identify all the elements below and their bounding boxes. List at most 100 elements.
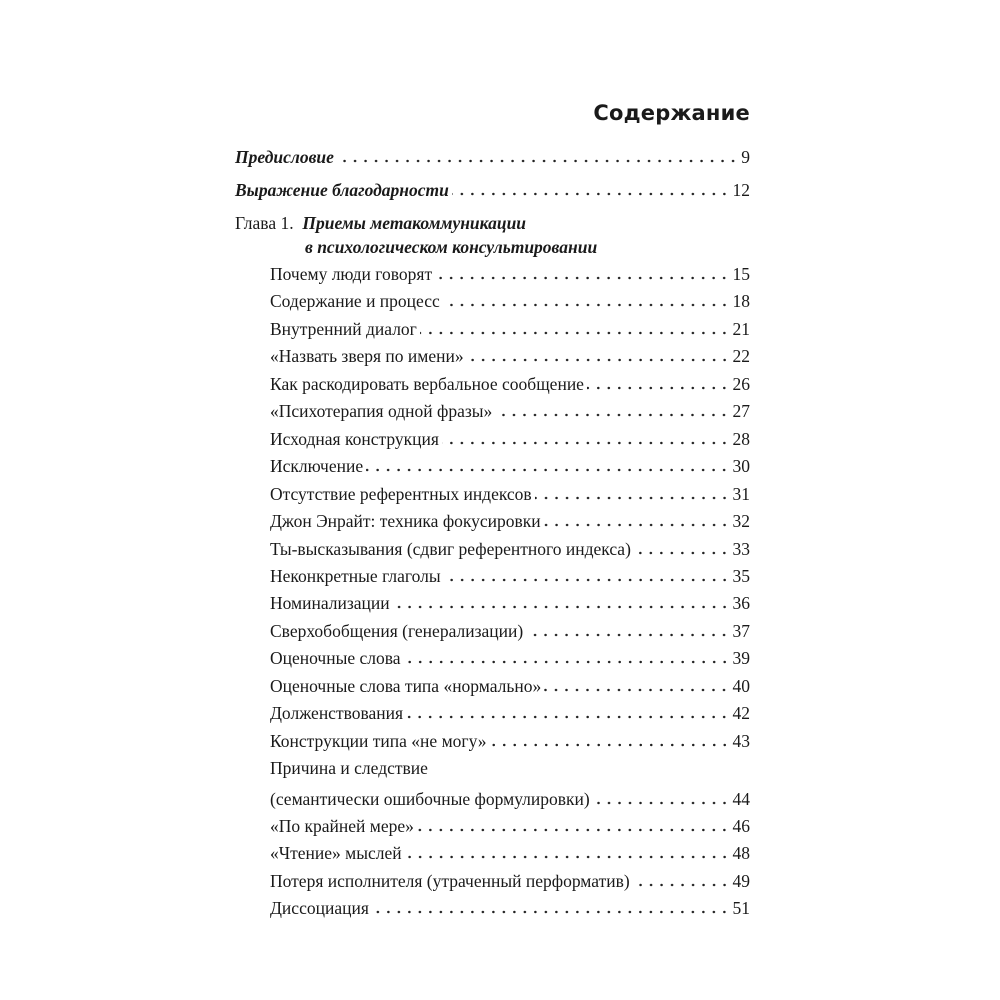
toc-entry-page: 40 — [732, 675, 751, 696]
dot-leader — [366, 468, 730, 473]
toc-entry-label: Неконкретные глаголы — [270, 565, 441, 586]
toc-entry-page: 26 — [732, 373, 751, 394]
toc-entry-page: 18 — [732, 291, 751, 312]
toc-entry[interactable]: Внутренний диалог 21 — [270, 318, 750, 340]
dot-leader — [489, 742, 730, 747]
dot-leader — [403, 660, 730, 665]
toc-entry-label: Как раскодировать вербальное сообщение — [270, 373, 584, 394]
chapter-number: Глава 1. — [235, 213, 294, 233]
toc-entry[interactable]: Неконкретные глаголы 35 — [270, 565, 750, 587]
dot-leader — [451, 192, 730, 196]
toc-entry[interactable]: Оценочные слова 39 — [270, 647, 750, 669]
toc-entry-page: 46 — [732, 816, 751, 836]
toc-entry-label: Номинализации — [270, 593, 390, 614]
toc-entry[interactable]: Предисловие 9 — [235, 146, 750, 168]
dot-leader — [495, 413, 730, 418]
toc-entry-label: Диссоциация — [270, 898, 369, 919]
toc-entry-page: 12 — [732, 180, 751, 200]
dot-leader — [526, 632, 730, 637]
page-title: Содержание — [593, 101, 750, 125]
toc-entry-page: 37 — [732, 620, 751, 641]
dot-leader — [371, 910, 730, 915]
toc-entry-label: Долженствования — [270, 703, 404, 724]
toc-entry[interactable]: Почему люди говорят 15 — [270, 263, 750, 285]
dot-leader — [592, 800, 730, 805]
toc-entry[interactable]: Содержание и процесс 18 — [270, 290, 750, 312]
toc-entry[interactable]: «По крайней мере» 46 — [270, 815, 750, 837]
toc-entry-page: 48 — [732, 843, 751, 864]
toc-entry-page: 35 — [732, 565, 751, 586]
toc-entry-page: 32 — [732, 511, 751, 532]
toc-entry-label: «По крайней мере» — [270, 816, 414, 836]
toc-entry-page: 31 — [732, 483, 751, 504]
dot-leader — [544, 687, 730, 692]
toc-entry[interactable]: Исключение 30 — [270, 455, 750, 477]
toc-entry-page: 27 — [732, 401, 751, 422]
toc-entry-label: Исключение — [270, 456, 364, 477]
toc-entry-label: Предисловие — [235, 147, 334, 167]
toc-entry-page: 49 — [732, 870, 751, 891]
toc-entry-page: 43 — [732, 730, 751, 751]
dot-leader — [435, 276, 730, 280]
dot-leader — [416, 828, 730, 832]
toc-entry-page: 42 — [732, 703, 751, 724]
toc-entry-page: 44 — [732, 788, 751, 809]
dot-leader — [633, 550, 730, 555]
dot-leader — [392, 605, 730, 610]
toc-entry[interactable]: «Назвать зверя по имени» 22 — [270, 345, 750, 367]
toc-entry-label: «Психотерапия одной фразы» — [270, 401, 493, 422]
toc-entry[interactable]: Номинализации 36 — [270, 592, 750, 614]
toc-entry-page: 9 — [741, 147, 750, 167]
toc-entry[interactable]: Оценочные слова типа «нормально» 40 — [270, 675, 750, 697]
toc-entry-label: «Назвать зверя по имени» — [270, 346, 464, 367]
toc-entry-page: 21 — [732, 318, 751, 339]
toc-entry-label: Почему люди говорят — [270, 264, 433, 284]
toc-entry-label: Выражение благодарности — [235, 180, 449, 200]
toc-entry[interactable]: «Чтение» мыслей 48 — [270, 842, 750, 864]
toc-entry[interactable]: Сверхобобщения (генерализации) 37 — [270, 620, 750, 642]
toc-entry[interactable]: Исходная конструкция 28 — [270, 428, 750, 450]
toc-entry-page: 30 — [732, 456, 751, 477]
chapter-heading: Глава 1. Приемы метакоммуникации — [235, 212, 526, 234]
toc-entry[interactable]: Долженствования 42 — [270, 702, 750, 724]
toc-entry[interactable]: Ты-высказывания (сдвиг референтного инде… — [270, 538, 750, 560]
dot-leader — [466, 358, 730, 363]
dot-leader — [404, 855, 730, 860]
dot-leader — [419, 330, 730, 335]
toc-entry-label: (семантически ошибочные формулировки) — [270, 788, 590, 809]
toc-entry[interactable]: Отсутствие референтных индексов 31 — [270, 483, 750, 505]
dot-leader — [441, 440, 730, 445]
dot-leader — [543, 523, 730, 528]
toc-entry-label: Оценочные слова — [270, 648, 401, 669]
chapter-title-line1: Приемы метакоммуникации — [302, 213, 527, 233]
toc-entry-page: 51 — [732, 898, 751, 919]
dot-leader — [586, 385, 730, 390]
dot-leader — [442, 303, 730, 308]
toc-entry-page: 28 — [732, 428, 751, 449]
toc-entry-label-line1: Причина и следствие — [270, 758, 428, 779]
toc-entry-page: 36 — [732, 593, 751, 614]
toc-entry[interactable]: (семантически ошибочные формулировки) 44 — [270, 788, 750, 810]
toc-entry-label: Потеря исполнителя (утраченный перформат… — [270, 870, 630, 891]
toc-entry[interactable]: Выражение благодарности 12 — [235, 179, 750, 201]
toc-entry-page: 15 — [732, 264, 751, 284]
toc-entry-label: Конструкции типа «не могу» — [270, 730, 487, 751]
toc-entry[interactable]: Конструкции типа «не могу» 43 — [270, 730, 750, 752]
toc-entry-page: 39 — [732, 648, 751, 669]
toc-entry[interactable]: Джон Энрайт: техника фокусировки 32 — [270, 510, 750, 532]
chapter-title-line2: в психологическом консультировании — [305, 237, 598, 257]
toc-entry-label: Исходная конструкция — [270, 428, 439, 449]
toc-entry[interactable]: Потеря исполнителя (утраченный перформат… — [270, 870, 750, 892]
toc-entry-label: Содержание и процесс — [270, 291, 440, 312]
toc-entry-label: Ты-высказывания (сдвиг референтного инде… — [270, 538, 631, 559]
toc-entry-label: Внутренний диалог — [270, 318, 417, 339]
dot-leader — [534, 495, 730, 500]
toc-entry[interactable]: «Психотерапия одной фразы» 27 — [270, 400, 750, 422]
toc-entry-page: 33 — [732, 538, 751, 559]
toc-entry[interactable]: Диссоциация 51 — [270, 897, 750, 919]
dot-leader — [406, 715, 730, 720]
toc-entry-label: Джон Энрайт: техника фокусировки — [270, 511, 541, 532]
toc-entry-label: Сверхобобщения (генерализации) — [270, 620, 524, 641]
toc-entry[interactable]: Как раскодировать вербальное сообщение 26 — [270, 373, 750, 395]
dot-leader — [336, 159, 739, 163]
